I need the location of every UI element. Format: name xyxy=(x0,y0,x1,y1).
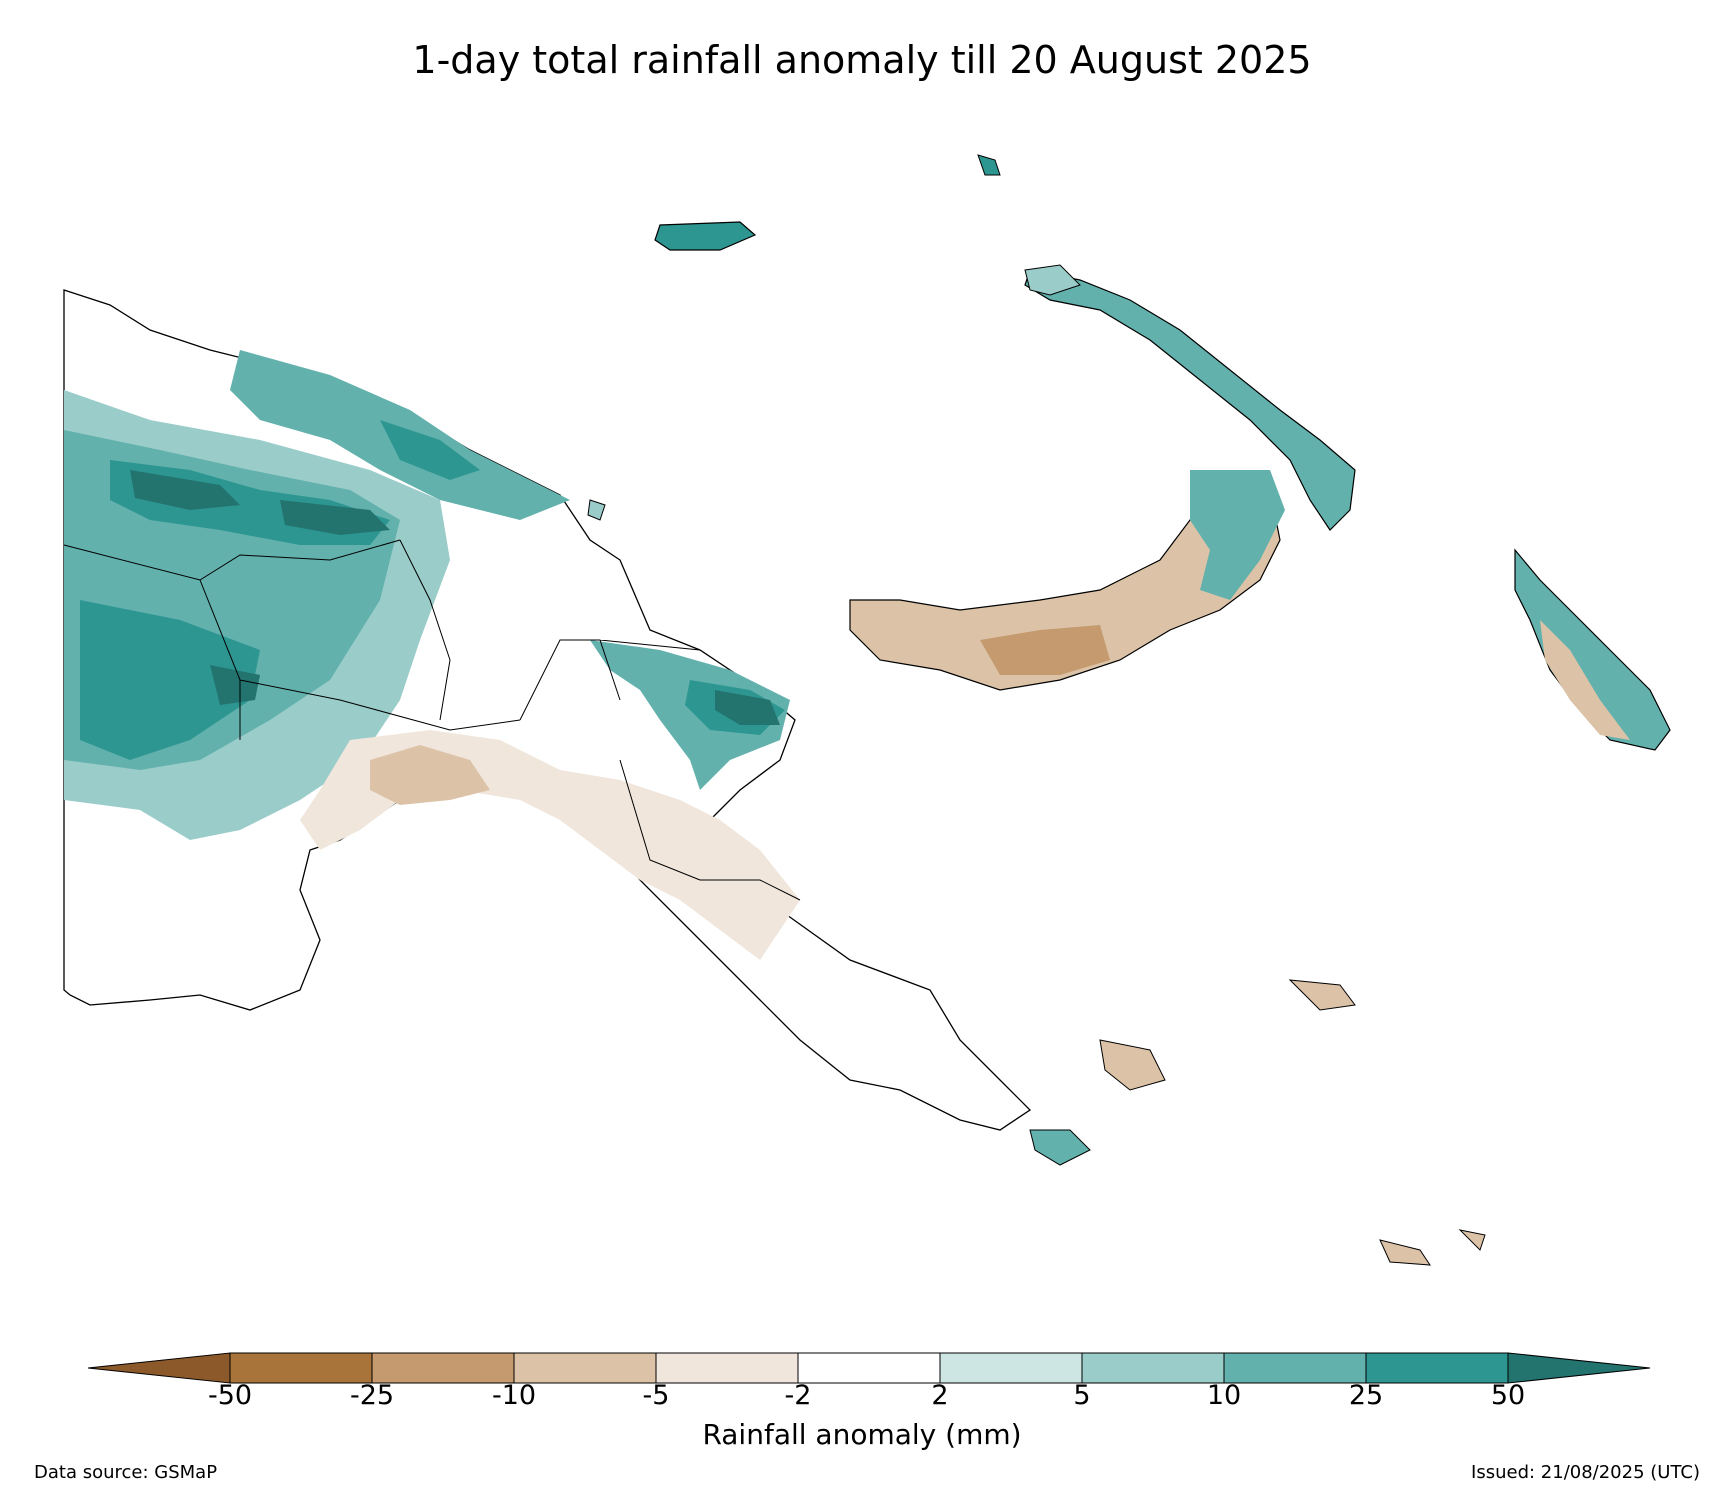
milne-bay-wet xyxy=(1029,1129,1091,1166)
colorbar-low-extension xyxy=(87,1352,231,1384)
wet-region-east xyxy=(590,640,790,790)
colorbar-tick: -2 xyxy=(784,1380,812,1411)
manus-island xyxy=(654,221,757,251)
colorbar-bin-1 xyxy=(229,1352,373,1384)
new-britain xyxy=(849,470,1285,691)
wet-region-south-west-max xyxy=(210,665,260,705)
colorbar xyxy=(87,1352,1651,1384)
province-boundaries xyxy=(63,539,801,901)
colorbar-tick: -5 xyxy=(642,1380,670,1411)
colorbar-tick: 5 xyxy=(1073,1380,1091,1411)
colorbar-tick: 25 xyxy=(1348,1380,1384,1411)
mainland-png xyxy=(63,289,1032,1131)
wet-region-south-west xyxy=(80,600,260,760)
colorbar-bin-5 xyxy=(797,1352,941,1384)
colorbar-bin-6 xyxy=(939,1352,1083,1384)
issued-date-note: Issued: 21/08/2025 (UTC) xyxy=(1471,1462,1700,1483)
wet-region-west-max xyxy=(130,470,390,535)
colorbar-tick: -25 xyxy=(349,1380,395,1411)
colorbar-bin-8 xyxy=(1223,1352,1367,1384)
colorbar-label: Rainfall anomaly (mm) xyxy=(702,1418,1022,1451)
data-source-note: Data source: GSMaP xyxy=(34,1462,218,1483)
colorbar-bin-4 xyxy=(655,1352,799,1384)
colorbar-high-extension xyxy=(1507,1352,1651,1384)
colorbar-tick: -50 xyxy=(207,1380,253,1411)
colorbar-tick: 50 xyxy=(1490,1380,1526,1411)
milne-bay-islands xyxy=(1099,979,1486,1266)
new-britain-dry-core xyxy=(980,625,1110,675)
colorbar-tick: 2 xyxy=(931,1380,949,1411)
karkar-island xyxy=(587,499,606,521)
dry-region-south-core xyxy=(370,745,490,805)
colorbar-bin-3 xyxy=(513,1352,657,1384)
mussau-island xyxy=(977,154,1001,176)
wet-region-north-coast-core xyxy=(380,420,480,480)
colorbar-tick: -10 xyxy=(491,1380,537,1411)
colorbar-bin-2 xyxy=(371,1352,515,1384)
colorbar-bin-9 xyxy=(1365,1352,1509,1384)
wet-region-east-max xyxy=(715,690,780,725)
colorbar-bin-7 xyxy=(1081,1352,1225,1384)
new-britain-outline xyxy=(849,479,1281,691)
new-ireland-outline xyxy=(1024,269,1356,531)
new-ireland xyxy=(1024,269,1356,531)
bougainville xyxy=(1514,548,1671,751)
map-title: 1-day total rainfall anomaly till 20 Aug… xyxy=(412,38,1312,82)
bougainville-dry xyxy=(1540,620,1630,740)
new-hanover xyxy=(1024,264,1081,296)
new-britain-wet-east xyxy=(1190,470,1285,600)
bougainville-outline xyxy=(1514,548,1671,751)
colorbar-tick: 10 xyxy=(1206,1380,1242,1411)
